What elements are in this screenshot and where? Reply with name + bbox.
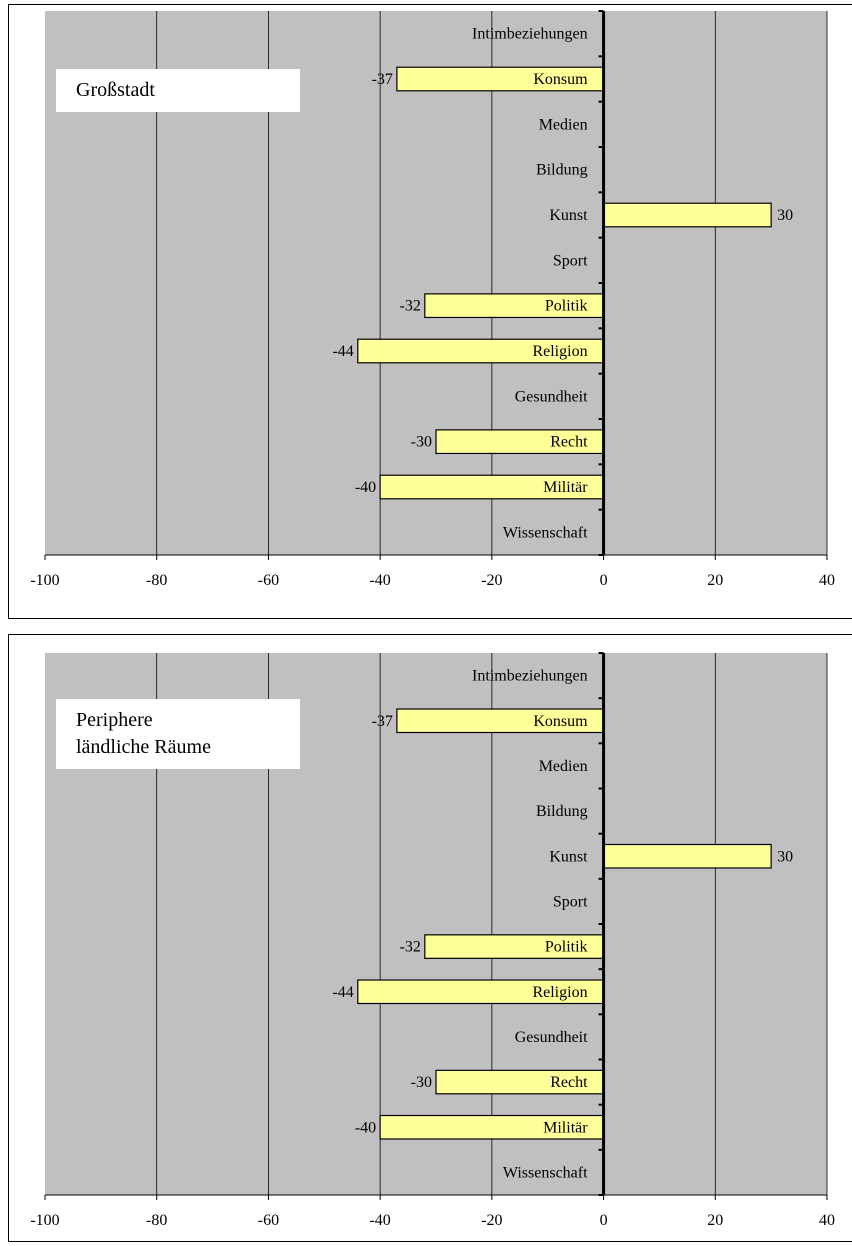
data-label: -30 [411, 1074, 432, 1091]
x-tick-label: -80 [146, 572, 167, 589]
category-label: Medien [539, 758, 588, 775]
data-label: -32 [400, 298, 421, 315]
bar [602, 202, 772, 228]
x-tick-label: 0 [600, 1212, 608, 1229]
x-tick-label: 20 [707, 572, 723, 589]
category-label: Militär [543, 479, 588, 496]
category-label: Militär [543, 1119, 588, 1136]
category-label: Konsum [533, 713, 588, 730]
data-label: -40 [355, 479, 376, 496]
x-tick-label: -100 [30, 1212, 59, 1229]
data-label: -37 [372, 71, 393, 88]
category-label: Medien [539, 116, 588, 133]
x-tick-label: -40 [369, 1212, 390, 1229]
category-label: Intimbeziehungen [472, 26, 588, 43]
x-tick-label: -80 [146, 1212, 167, 1229]
data-label: -32 [400, 939, 421, 956]
category-label: Sport [553, 893, 588, 910]
chart-title: Großstadt [56, 69, 300, 112]
data-label: 30 [777, 848, 793, 865]
data-label: 30 [777, 207, 793, 224]
category-label: Recht [550, 434, 588, 451]
data-label: -37 [372, 713, 393, 730]
x-tick-label: 40 [819, 572, 835, 589]
category-label: Gesundheit [515, 1029, 588, 1046]
category-label: Politik [545, 939, 588, 956]
data-label: -44 [332, 343, 353, 360]
category-label: Wissenschaft [503, 524, 588, 541]
category-label: Kunst [549, 848, 588, 865]
chart-panel-grossstadt: -100 -80 -60 -40 -20 0 20 40 Intimbeziehungen Kon… [8, 4, 852, 619]
x-tick-label: 20 [707, 1212, 723, 1229]
x-tick-label: 0 [600, 572, 608, 589]
data-label: -40 [355, 1119, 376, 1136]
data-label: -44 [332, 984, 353, 1001]
x-tick-label: 40 [819, 1212, 835, 1229]
bar [602, 843, 772, 869]
x-tick-label: -20 [481, 1212, 502, 1229]
category-label: Wissenschaft [503, 1164, 588, 1181]
category-label: Politik [545, 298, 588, 315]
category-label: Sport [553, 252, 588, 269]
chart-panel-periphere-laendliche-raeume: -100 -80 -60 -40 -20 0 20 40 Intimbeziehungen Kon… [8, 634, 852, 1242]
category-label: Religion [532, 984, 587, 1001]
category-label: Recht [550, 1074, 588, 1091]
x-tick-label: -100 [30, 572, 59, 589]
category-label: Religion [532, 343, 587, 360]
x-tick-label: -60 [258, 572, 279, 589]
category-label: Bildung [536, 803, 588, 820]
data-label: -30 [411, 434, 432, 451]
category-label: Bildung [536, 162, 588, 179]
x-tick-label: -60 [258, 1212, 279, 1229]
chart-title: Periphere ländliche Räume [56, 699, 300, 769]
category-label: Gesundheit [515, 388, 588, 405]
category-label: Intimbeziehungen [472, 668, 588, 685]
x-tick-label: -20 [481, 572, 502, 589]
category-label: Konsum [533, 71, 588, 88]
category-label: Kunst [549, 207, 588, 224]
x-tick-label: -40 [369, 572, 390, 589]
